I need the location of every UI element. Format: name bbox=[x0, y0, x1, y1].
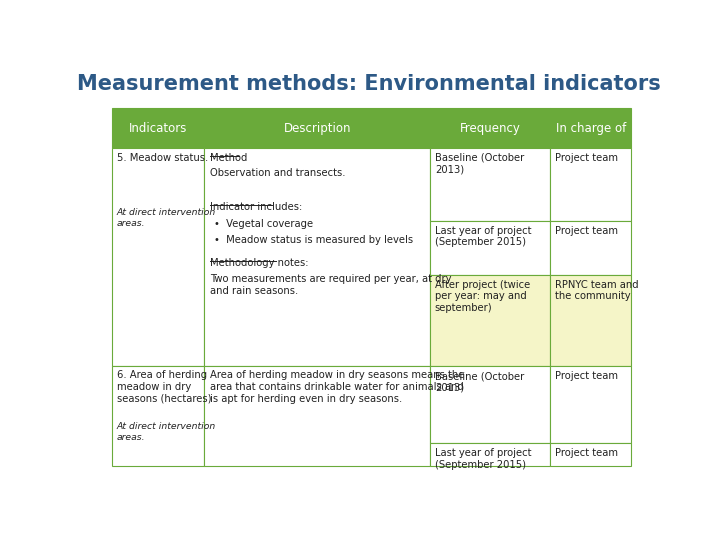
Bar bbox=[431, 275, 550, 366]
Bar bbox=[431, 221, 550, 275]
Text: Last year of project
(September 2015): Last year of project (September 2015) bbox=[435, 226, 531, 247]
Text: Indicators: Indicators bbox=[129, 122, 187, 134]
Bar bbox=[431, 109, 550, 148]
Bar bbox=[112, 366, 204, 466]
Text: Project team: Project team bbox=[555, 153, 618, 163]
Text: Observation and transects.: Observation and transects. bbox=[210, 167, 346, 178]
Text: Baseline (October
2013): Baseline (October 2013) bbox=[435, 371, 524, 393]
Text: Area of herding meadow in dry seasons means the
area that contains drinkable wat: Area of herding meadow in dry seasons me… bbox=[210, 370, 464, 403]
Text: In charge of: In charge of bbox=[556, 122, 626, 134]
Bar bbox=[431, 366, 550, 443]
Bar bbox=[204, 148, 431, 366]
Bar bbox=[431, 148, 550, 221]
Text: At direct intervention
areas.: At direct intervention areas. bbox=[117, 208, 216, 228]
Text: Baseline (October
2013): Baseline (October 2013) bbox=[435, 153, 524, 174]
Bar bbox=[204, 366, 431, 466]
Text: At direct intervention
areas.: At direct intervention areas. bbox=[117, 422, 216, 442]
Text: Two measurements are required per year, at dry
and rain seasons.: Two measurements are required per year, … bbox=[210, 274, 451, 295]
Bar bbox=[550, 221, 631, 275]
Bar bbox=[204, 109, 431, 148]
Text: RPNYC team and
the community: RPNYC team and the community bbox=[555, 280, 639, 301]
Text: •  Meadow status is measured by levels: • Meadow status is measured by levels bbox=[215, 235, 413, 245]
Bar bbox=[550, 366, 631, 443]
Bar bbox=[112, 109, 204, 148]
Bar bbox=[550, 148, 631, 221]
Bar bbox=[550, 109, 631, 148]
Text: Indicator includes:: Indicator includes: bbox=[210, 202, 302, 212]
Text: Project team: Project team bbox=[555, 448, 618, 458]
Text: •  Vegetal coverage: • Vegetal coverage bbox=[215, 219, 313, 230]
Bar bbox=[550, 443, 631, 466]
Bar bbox=[112, 148, 204, 366]
Bar bbox=[550, 275, 631, 366]
Bar bbox=[431, 443, 550, 466]
Text: Methodology notes:: Methodology notes: bbox=[210, 258, 308, 268]
Text: 6. Area of herding
meadow in dry
seasons (hectares): 6. Area of herding meadow in dry seasons… bbox=[117, 370, 211, 403]
Text: Project team: Project team bbox=[555, 371, 618, 381]
Text: 5. Meadow status.: 5. Meadow status. bbox=[117, 153, 208, 163]
Text: Frequency: Frequency bbox=[460, 122, 521, 134]
Text: After project (twice
per year: may and
september): After project (twice per year: may and s… bbox=[435, 280, 530, 313]
Text: Method: Method bbox=[210, 153, 248, 163]
Text: Description: Description bbox=[284, 122, 351, 134]
Text: Measurement methods: Environmental indicators: Measurement methods: Environmental indic… bbox=[77, 73, 661, 93]
Text: Last year of project
(September 2015): Last year of project (September 2015) bbox=[435, 448, 531, 470]
Text: Project team: Project team bbox=[555, 226, 618, 236]
